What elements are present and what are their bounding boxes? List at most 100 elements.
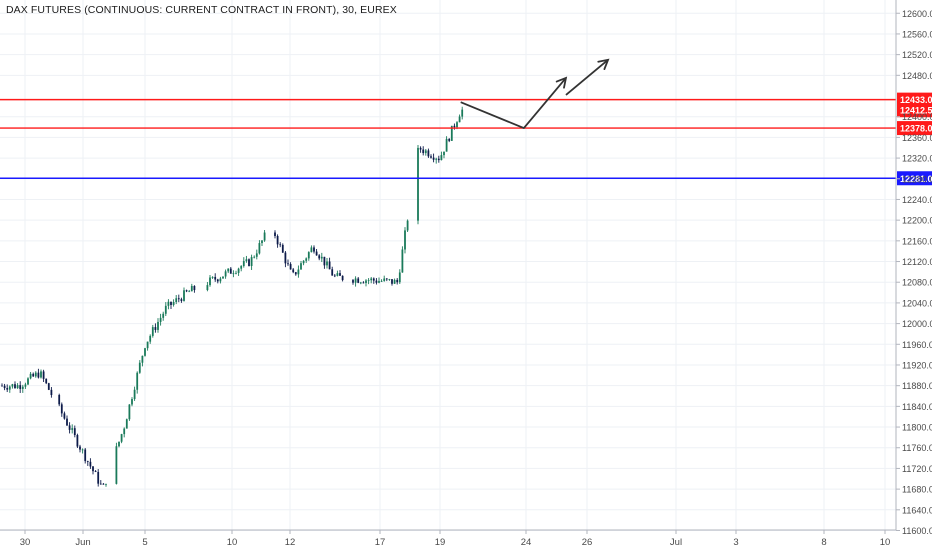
y-tick-label: 11640.0 [902,505,932,515]
candle-body [32,373,35,377]
candle-body [14,384,16,389]
candle-body [27,378,29,385]
x-tick-label: Jun [75,537,90,548]
candle-body [89,461,92,467]
candle-body [94,471,97,472]
y-tick-label: 12600.0 [902,9,932,19]
candle-body [79,446,81,450]
price-axis[interactable]: 12600.0 12560.0 12520.0 12480.0 12400.0 12360… [895,0,932,536]
candle-body [352,280,354,283]
candle-body [1,385,3,387]
candle-body [190,285,193,292]
candle-body [151,327,154,336]
candle-body [253,256,256,258]
candle-body [232,273,235,275]
candle-body [248,259,250,266]
candle-body [73,428,76,436]
candle-body [105,483,107,485]
candle-body [424,150,427,154]
candle-body [310,247,313,253]
x-tick-label: 10 [880,537,891,548]
candle-body [229,268,232,274]
candle-body [445,138,448,152]
candle-body [289,264,292,270]
candle-body [365,280,367,284]
candle-body [357,278,360,283]
candle-body [219,278,222,282]
candle-body [167,301,170,306]
y-tick-label: 11760.0 [902,443,932,453]
candle-body [448,138,451,141]
level-label-bg [897,121,932,136]
candle-body [242,261,245,267]
candle-body [404,230,406,250]
candle-body [453,125,456,128]
candle-body [435,158,438,160]
candle-body [372,278,375,281]
candle-body [419,147,422,150]
candle-body [97,471,100,484]
candle-body [370,278,373,281]
candle-body [307,252,310,259]
y-tick-label: 12000.0 [902,319,932,329]
candle-body [214,276,217,280]
candle-body [284,252,287,264]
y-tick-label: 12280.0 [902,174,932,184]
candle-body [294,272,297,275]
candle-body [339,273,341,276]
candle-body [193,285,196,291]
candle-body [188,291,191,293]
candle-body [281,244,284,253]
candle-body [175,298,178,303]
candle-body [149,335,152,342]
x-tick-label: 5 [142,537,147,548]
candle-body [406,220,409,231]
y-tick-label: 11920.0 [902,360,932,370]
y-tick-label: 12360.0 [902,133,932,143]
candle-body [456,122,458,128]
candle-body [383,278,386,281]
candle-body [84,449,87,462]
x-tick-label: 12 [285,537,296,548]
y-tick-label: 11880.0 [902,381,932,391]
x-tick-label: 19 [435,537,446,548]
y-tick-label: 12040.0 [902,298,932,308]
candle-body [227,268,230,272]
candle-body [341,275,344,281]
horizontal-levels[interactable]: 12433.0 12378.0 12281.0 12412.5 [0,92,932,186]
candle-body [313,247,315,252]
candle-body [42,371,45,379]
candle-body [458,116,461,123]
candle-body [16,385,19,389]
candle-body [427,150,430,157]
y-tick-label: 12240.0 [902,195,932,205]
candle-body [432,157,435,160]
candle-body [66,418,68,426]
time-axis[interactable]: 30 Jun 5 10 12 17 19 24 26 Jul 3 8 10 [0,529,896,548]
candle-body [255,253,258,257]
candle-body [305,258,308,261]
candle-body [50,389,53,396]
candle-body [71,428,74,430]
candle-body [123,428,126,435]
y-tick-label: 11840.0 [902,402,932,412]
candle-body [336,273,339,276]
candle-body [380,280,383,282]
candle-body [331,269,334,276]
y-tick-label: 11960.0 [902,340,932,350]
x-tick-label: 26 [582,537,593,548]
candle-body [60,404,63,414]
candle-body [206,285,209,291]
candle-body [367,280,370,282]
candle-body [388,279,391,280]
candle-body [326,261,328,266]
candle-body [297,269,300,275]
candle-body [320,256,323,259]
last-price-label: 12412.5 [900,106,932,116]
candle-body [385,278,388,280]
candle-body [224,271,227,277]
candle-body [450,125,453,141]
drawing-arrows[interactable] [460,58,610,129]
